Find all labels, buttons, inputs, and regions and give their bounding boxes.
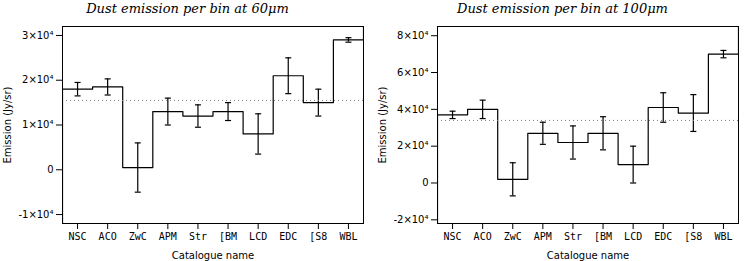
svg-text:ACO: ACO <box>99 231 117 242</box>
svg-text:8×10⁴: 8×10⁴ <box>397 30 428 41</box>
svg-text:2×10⁴: 2×10⁴ <box>22 74 53 85</box>
svg-text:WBL: WBL <box>714 231 732 242</box>
svg-text:0: 0 <box>422 177 428 188</box>
svg-text:Catalogue name: Catalogue name <box>547 250 629 261</box>
svg-text:NSC: NSC <box>69 231 87 242</box>
html-text:Dust emission per bin at 60μm: Dust emission per bin at 60μm <box>86 1 289 16</box>
svg-text:Str: Str <box>564 231 582 242</box>
svg-text:EDC: EDC <box>279 231 297 242</box>
svg-text:0: 0 <box>47 164 53 175</box>
svg-text:6×10⁴: 6×10⁴ <box>397 67 428 78</box>
svg-text:Catalogue name: Catalogue name <box>172 250 254 261</box>
svg-text:APM: APM <box>534 231 552 242</box>
svg-text:-1×10⁴: -1×10⁴ <box>18 209 53 220</box>
svg-text:ZwC: ZwC <box>504 231 522 242</box>
svg-text:4×10⁴: 4×10⁴ <box>397 104 428 115</box>
svg-text:3×10⁴: 3×10⁴ <box>22 30 53 41</box>
svg-text:EDC: EDC <box>654 231 672 242</box>
svg-text:APM: APM <box>159 231 177 242</box>
svg-text:LCD: LCD <box>624 231 642 242</box>
svg-text:Str: Str <box>189 231 207 242</box>
svg-text:NSC: NSC <box>444 231 462 242</box>
svg-text:-2×10⁴: -2×10⁴ <box>393 214 428 225</box>
svg-text:LCD: LCD <box>249 231 267 242</box>
svg-text:[S8: [S8 <box>684 231 702 242</box>
svg-text:Emission (Jy/sr): Emission (Jy/sr) <box>2 86 13 163</box>
svg-text:1×10⁴: 1×10⁴ <box>22 119 53 130</box>
svg-text:[BM: [BM <box>219 231 237 242</box>
svg-text:[BM: [BM <box>594 231 612 242</box>
svg-text:ZwC: ZwC <box>129 231 147 242</box>
svg-text:WBL: WBL <box>339 231 357 242</box>
html-text:Dust emission per bin at 100μm: Dust emission per bin at 100μm <box>457 1 668 16</box>
svg-text:[S8: [S8 <box>309 231 327 242</box>
svg-text:ACO: ACO <box>474 231 492 242</box>
svg-text:Emission (Jy/sr): Emission (Jy/sr) <box>377 86 388 163</box>
svg-text:2×10⁴: 2×10⁴ <box>397 140 428 151</box>
